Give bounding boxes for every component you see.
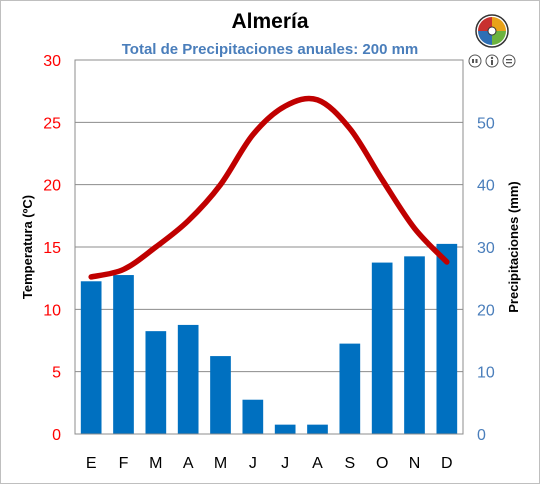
creative-commons-badge-icon xyxy=(468,54,516,68)
y-right-tick-label: 20 xyxy=(477,302,495,319)
precip-bar-7 xyxy=(274,424,296,434)
precipitation-bars xyxy=(80,243,458,434)
temperature-line xyxy=(88,95,450,280)
precip-bar-1 xyxy=(80,281,102,434)
y-left-tick-label: 20 xyxy=(43,178,61,195)
y-left-tick-label: 0 xyxy=(52,427,61,444)
precip-bar-3 xyxy=(145,331,167,434)
x-tick-label: E xyxy=(86,455,97,472)
precip-bar-8 xyxy=(307,424,328,434)
y-axis-right-label: Precipitaciones (mm) xyxy=(506,181,521,313)
x-tick-label: M xyxy=(214,455,227,472)
x-tick-label: M xyxy=(149,455,162,472)
chart-title: Almería xyxy=(231,10,309,33)
precip-bar-2 xyxy=(113,275,134,434)
plot-area-border xyxy=(74,59,464,435)
x-tick-label: O xyxy=(376,455,388,472)
x-tick-label: A xyxy=(312,455,323,472)
x-tick-label: A xyxy=(183,455,194,472)
y-right-tick-label: 10 xyxy=(477,365,495,382)
y-right-tick-label: 40 xyxy=(477,178,495,195)
precip-bar-12 xyxy=(436,243,458,434)
y-left-tick-label: 30 xyxy=(43,53,61,70)
x-tick-label: N xyxy=(409,455,421,472)
right-axis-ticks: 0 10 20 30 40 50 xyxy=(477,115,495,444)
precip-bar-9 xyxy=(339,343,361,434)
chart-subtitle: Total de Precipitaciones anuales: 200 mm xyxy=(121,41,419,58)
y-left-tick-label: 5 xyxy=(52,365,61,382)
x-tick-label: F xyxy=(119,455,129,472)
temperature-line-layer xyxy=(88,95,450,280)
y-left-tick-label: 15 xyxy=(43,240,61,257)
precip-bar-10 xyxy=(371,262,393,434)
puzzle-logo-icon xyxy=(475,14,509,48)
y-right-tick-label: 30 xyxy=(477,240,495,257)
precip-bar-5 xyxy=(210,356,231,434)
x-tick-label: S xyxy=(344,455,355,472)
precip-bar-6 xyxy=(242,399,264,434)
left-axis-ticks: 0 5 10 15 20 25 30 xyxy=(43,53,61,444)
precip-bar-4 xyxy=(177,324,199,434)
y-left-tick-label: 25 xyxy=(43,115,61,132)
plot-border xyxy=(74,59,464,435)
y-axis-left-label: Temperatura (ºC) xyxy=(20,195,35,299)
x-tick-label: D xyxy=(441,455,453,472)
precip-bar-11 xyxy=(404,256,425,434)
y-right-tick-label: 50 xyxy=(477,115,495,132)
x-tick-label: J xyxy=(249,455,257,472)
x-tick-label: J xyxy=(281,455,289,472)
y-right-tick-label: 0 xyxy=(477,427,486,444)
y-left-tick-label: 10 xyxy=(43,302,61,319)
